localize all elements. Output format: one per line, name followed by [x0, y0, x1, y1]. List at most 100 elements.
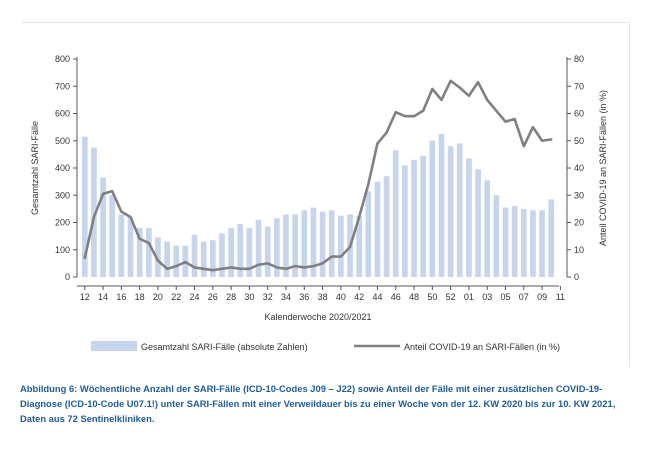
bar-week-20 — [155, 237, 161, 277]
bar-week-29 — [237, 223, 244, 277]
bar-week-16 — [118, 214, 125, 277]
bar-week-32 — [264, 226, 271, 277]
bar-week-47 — [402, 165, 408, 277]
y-tick-label-left-500: 500 — [55, 136, 70, 146]
bar-week-05 — [502, 207, 509, 277]
x-tick-label-19: 50 — [427, 292, 437, 302]
x-tick-label-22: 03 — [482, 292, 492, 302]
bar-week-24 — [191, 234, 198, 277]
x-tick-label-1: 14 — [98, 292, 108, 302]
y-tick-label-right-70: 70 — [574, 81, 584, 91]
bar-week-51 — [438, 133, 445, 277]
bar-week-19 — [145, 227, 152, 277]
y-tick-label-right-30: 30 — [574, 190, 584, 200]
bar-week-26 — [209, 240, 216, 277]
bar-week-25 — [200, 241, 207, 277]
line-covid-share — [83, 79, 553, 272]
bar-week-50 — [429, 140, 436, 277]
bar-week-15 — [109, 195, 116, 277]
legend-swatch-bars — [91, 341, 137, 351]
y-tick-label-left-600: 600 — [55, 109, 70, 119]
bar-week-17 — [127, 217, 134, 277]
x-tick-label-8: 28 — [226, 292, 236, 302]
bar-week-06 — [511, 206, 518, 277]
y-tick-label-right-60: 60 — [574, 109, 584, 119]
bar-week-49 — [420, 155, 427, 277]
y-tick-label-left-100: 100 — [55, 245, 70, 255]
bar-week-48 — [411, 159, 417, 277]
x-tick-label-11: 34 — [281, 292, 291, 302]
bar-week-09 — [539, 210, 545, 277]
bar-week-52 — [447, 146, 454, 277]
bar-week-40 — [338, 215, 344, 277]
x-tick-label-0: 12 — [80, 292, 90, 302]
bar-week-53 — [456, 143, 463, 277]
bar-week-21 — [164, 241, 170, 277]
y-tick-label-left-800: 800 — [55, 54, 70, 64]
bar-week-44 — [374, 181, 381, 277]
bar-week-36 — [301, 210, 308, 277]
x-tick-label-17: 46 — [391, 292, 401, 302]
x-tick-label-26: 11 — [556, 292, 565, 302]
chart-axes: 0100200300400500600700800010203040506070… — [30, 54, 608, 322]
y-axis-title-left: Gesamtzahl SARI-Fälle — [30, 121, 40, 215]
legend-label-bars: Gesamtzahl SARI-Fälle (absolute Zahlen) — [141, 342, 308, 352]
x-tick-label-2: 16 — [116, 292, 126, 302]
x-tick-label-18: 48 — [409, 292, 419, 302]
y-tick-label-right-10: 10 — [574, 245, 584, 255]
frame-line-right — [629, 22, 630, 367]
bar-week-35 — [292, 214, 298, 277]
bar-week-27 — [219, 233, 225, 277]
bar-week-37 — [310, 207, 317, 277]
bar-week-10 — [548, 199, 555, 277]
bar-week-13 — [91, 147, 97, 277]
x-tick-label-20: 52 — [446, 292, 456, 302]
bar-week-34 — [283, 214, 289, 277]
bar-week-07 — [520, 208, 527, 277]
x-tick-label-21: 01 — [464, 292, 474, 302]
y-tick-label-left-300: 300 — [55, 190, 70, 200]
bar-week-30 — [246, 227, 253, 277]
bar-week-45 — [383, 176, 390, 277]
y-tick-label-right-50: 50 — [574, 136, 584, 146]
bar-week-02 — [475, 169, 481, 277]
bar-week-08 — [530, 210, 536, 277]
x-tick-label-9: 30 — [244, 292, 254, 302]
x-tick-label-16: 44 — [372, 292, 382, 302]
y-tick-label-right-20: 20 — [574, 218, 584, 228]
x-tick-label-3: 18 — [135, 292, 145, 302]
bar-week-38 — [319, 211, 326, 277]
x-tick-label-13: 38 — [318, 292, 328, 302]
chart-legend: Gesamtzahl SARI-Fälle (absolute Zahlen) A… — [91, 341, 560, 352]
bar-week-33 — [274, 218, 280, 277]
y-tick-label-left-200: 200 — [55, 218, 70, 228]
legend-label-line: Anteil COVID-19 an SARI-Fällen (in %) — [404, 342, 560, 352]
y-tick-label-right-80: 80 — [574, 54, 584, 64]
x-tick-label-5: 22 — [171, 292, 181, 302]
y-axis-title-right: Anteil COVID-19 an SARI-Fällen (in %) — [598, 90, 608, 246]
bar-week-04 — [493, 195, 500, 277]
bar-week-01 — [466, 158, 472, 277]
x-axis-title: Kalenderwoche 2020/2021 — [264, 312, 371, 322]
x-tick-label-24: 07 — [519, 292, 529, 302]
bar-week-28 — [228, 227, 234, 277]
bar-week-18 — [136, 227, 143, 277]
x-tick-label-25: 09 — [537, 292, 547, 302]
x-tick-label-7: 26 — [208, 292, 218, 302]
figure-caption: Abbildung 6: Wöchentliche Anzahl der SAR… — [20, 383, 616, 424]
bar-week-12 — [81, 136, 88, 277]
bar-week-46 — [392, 150, 399, 277]
x-tick-label-15: 42 — [354, 292, 364, 302]
bar-series-sari-cases — [81, 133, 555, 277]
y-tick-label-left-0: 0 — [65, 272, 70, 282]
y-tick-label-right-40: 40 — [574, 163, 584, 173]
x-tick-label-10: 32 — [263, 292, 273, 302]
y-tick-label-left-700: 700 — [55, 81, 70, 91]
y-tick-label-left-400: 400 — [55, 163, 70, 173]
bar-week-31 — [255, 219, 262, 277]
bar-week-43 — [365, 191, 372, 277]
bar-week-14 — [100, 177, 106, 277]
x-tick-label-23: 05 — [500, 292, 510, 302]
sari-chart: 0100200300400500600700800010203040506070… — [30, 54, 608, 352]
y-tick-label-right-0: 0 — [574, 272, 579, 282]
